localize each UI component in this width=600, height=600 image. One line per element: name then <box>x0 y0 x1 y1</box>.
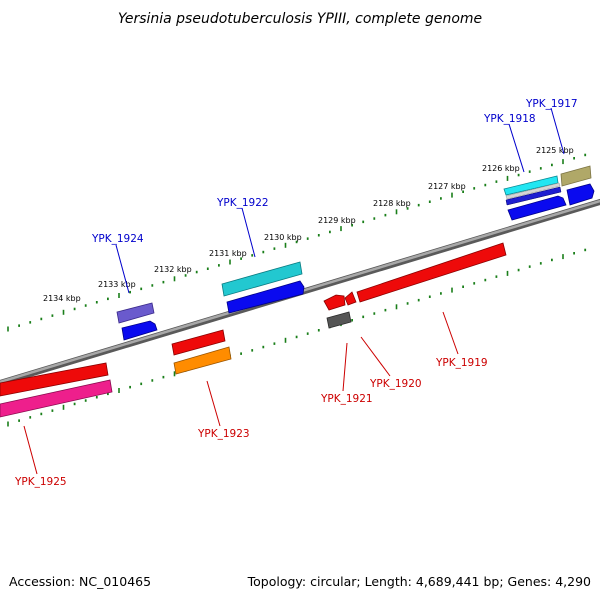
gene-label-YPK_1923[interactable]: YPK_1923 <box>197 428 250 440</box>
callout-YPK_1917 <box>550 107 565 155</box>
callout-YPK_1925 <box>23 425 38 475</box>
callout-YPK_1921 <box>342 342 348 392</box>
genome-summary-text: Topology: circular; Length: 4,689,441 bp… <box>247 574 591 589</box>
reverse-genes <box>0 242 507 418</box>
callout-YPK_1920 <box>360 336 391 377</box>
callout-YPK_1924 <box>115 244 130 294</box>
gene-label-YPK_1925[interactable]: YPK_1925 <box>14 476 67 488</box>
gene-YPK_1923-feature[interactable] <box>173 346 232 375</box>
gene-YPK_1919-cds[interactable] <box>356 242 507 303</box>
callout-YPK_1922 <box>241 207 256 258</box>
gene-YPK_1918-cds[interactable] <box>507 195 567 221</box>
gene-YPK_1917-cds[interactable] <box>566 183 595 206</box>
ruler-labels: 2125 kbp 2126 kbp 2127 kbp 2128 kbp 2129… <box>43 146 574 303</box>
gene-YPK_1924-feature[interactable] <box>116 302 155 324</box>
gene-YPK_1922-feature[interactable] <box>221 261 303 297</box>
callout-YPK_1918 <box>508 123 525 173</box>
gene-label-YPK_1924[interactable]: YPK_1924 <box>91 233 144 245</box>
gene-YPK_1924-cds[interactable] <box>121 320 158 341</box>
tick-label-2133: 2133 kbp <box>98 280 136 289</box>
gene-YPK_1920-cds[interactable] <box>344 291 357 306</box>
gene-YPK_1921-cds[interactable] <box>323 294 346 311</box>
gene-label-YPK_1920[interactable]: YPK_1920 <box>369 378 422 390</box>
gene-YPK_1918-feature-2[interactable] <box>505 182 561 200</box>
gene-YPK_1922-cds[interactable] <box>226 280 305 314</box>
tick-label-2134: 2134 kbp <box>43 294 81 303</box>
tick-label-2132: 2132 kbp <box>154 265 192 274</box>
callout-YPK_1919 <box>442 311 459 355</box>
callout-lines <box>23 107 565 475</box>
tick-label-2131: 2131 kbp <box>209 249 247 258</box>
map-title: Yersinia pseudotuberculosis YPIII, compl… <box>118 11 482 27</box>
tick-label-2128: 2128 kbp <box>373 199 411 208</box>
gene-labels: YPK_1917 YPK_1918 YPK_1919 YPK_1920 YPK_… <box>14 98 578 488</box>
gene-label-YPK_1918[interactable]: YPK_1918 <box>483 113 536 125</box>
tick-label-2125: 2125 kbp <box>536 146 574 155</box>
accession-text: Accession: NC_010465 <box>9 574 151 589</box>
gene-label-YPK_1922[interactable]: YPK_1922 <box>216 197 269 209</box>
gene-YPK_1921-feature[interactable] <box>326 311 352 329</box>
gene-label-YPK_1917[interactable]: YPK_1917 <box>525 98 578 110</box>
tick-label-2126: 2126 kbp <box>482 164 520 173</box>
gene-YPK_1918-feature-3[interactable] <box>505 186 562 206</box>
callout-YPK_1923 <box>206 380 221 427</box>
tick-label-2129: 2129 kbp <box>318 216 356 225</box>
gene-YPK_1925-cds[interactable] <box>0 362 109 397</box>
forward-genes <box>116 165 595 341</box>
gene-YPK_1923-cds[interactable] <box>171 329 226 356</box>
gene-label-YPK_1921[interactable]: YPK_1921 <box>320 393 373 405</box>
gene-YPK_1917-feature[interactable] <box>560 165 592 187</box>
gene-YPK_1925-feature[interactable] <box>0 379 113 418</box>
tick-label-2130: 2130 kbp <box>264 233 302 242</box>
gene-label-YPK_1919[interactable]: YPK_1919 <box>435 357 488 369</box>
tick-label-2127: 2127 kbp <box>428 182 466 191</box>
upper-tick-track <box>7 153 587 332</box>
